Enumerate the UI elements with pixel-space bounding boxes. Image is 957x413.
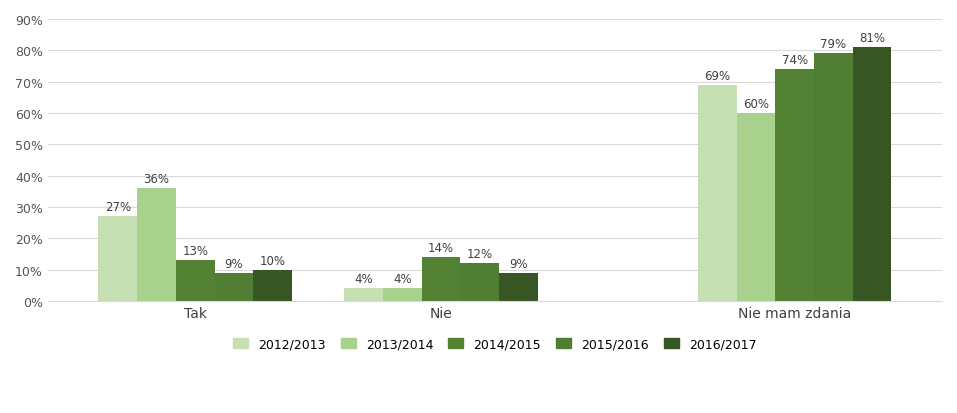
Bar [254,270,292,301]
Text: 14%: 14% [428,242,455,254]
Bar [422,258,460,301]
Bar [737,114,775,301]
Text: 74%: 74% [782,54,808,67]
Bar [99,217,137,301]
Bar [460,264,500,301]
Legend: 2012/2013, 2013/2014, 2014/2015, 2015/2016, 2016/2017: 2012/2013, 2013/2014, 2014/2015, 2015/20… [227,332,763,357]
Text: 13%: 13% [182,244,209,258]
Text: 12%: 12% [467,248,493,261]
Text: 60%: 60% [743,97,768,111]
Bar [137,189,176,301]
Text: 36%: 36% [144,173,169,185]
Bar [176,261,214,301]
Bar [214,273,254,301]
Bar [698,85,737,301]
Text: 69%: 69% [704,69,730,83]
Bar [853,48,892,301]
Text: 4%: 4% [393,273,412,286]
Text: 79%: 79% [820,38,846,51]
Text: 4%: 4% [354,273,373,286]
Bar [775,70,814,301]
Bar [814,55,853,301]
Text: 27%: 27% [104,201,131,214]
Text: 81%: 81% [859,32,885,45]
Text: 9%: 9% [509,257,528,270]
Text: 9%: 9% [225,257,243,270]
Bar [345,289,383,301]
Text: 10%: 10% [259,254,285,267]
Bar [383,289,422,301]
Bar [500,273,538,301]
